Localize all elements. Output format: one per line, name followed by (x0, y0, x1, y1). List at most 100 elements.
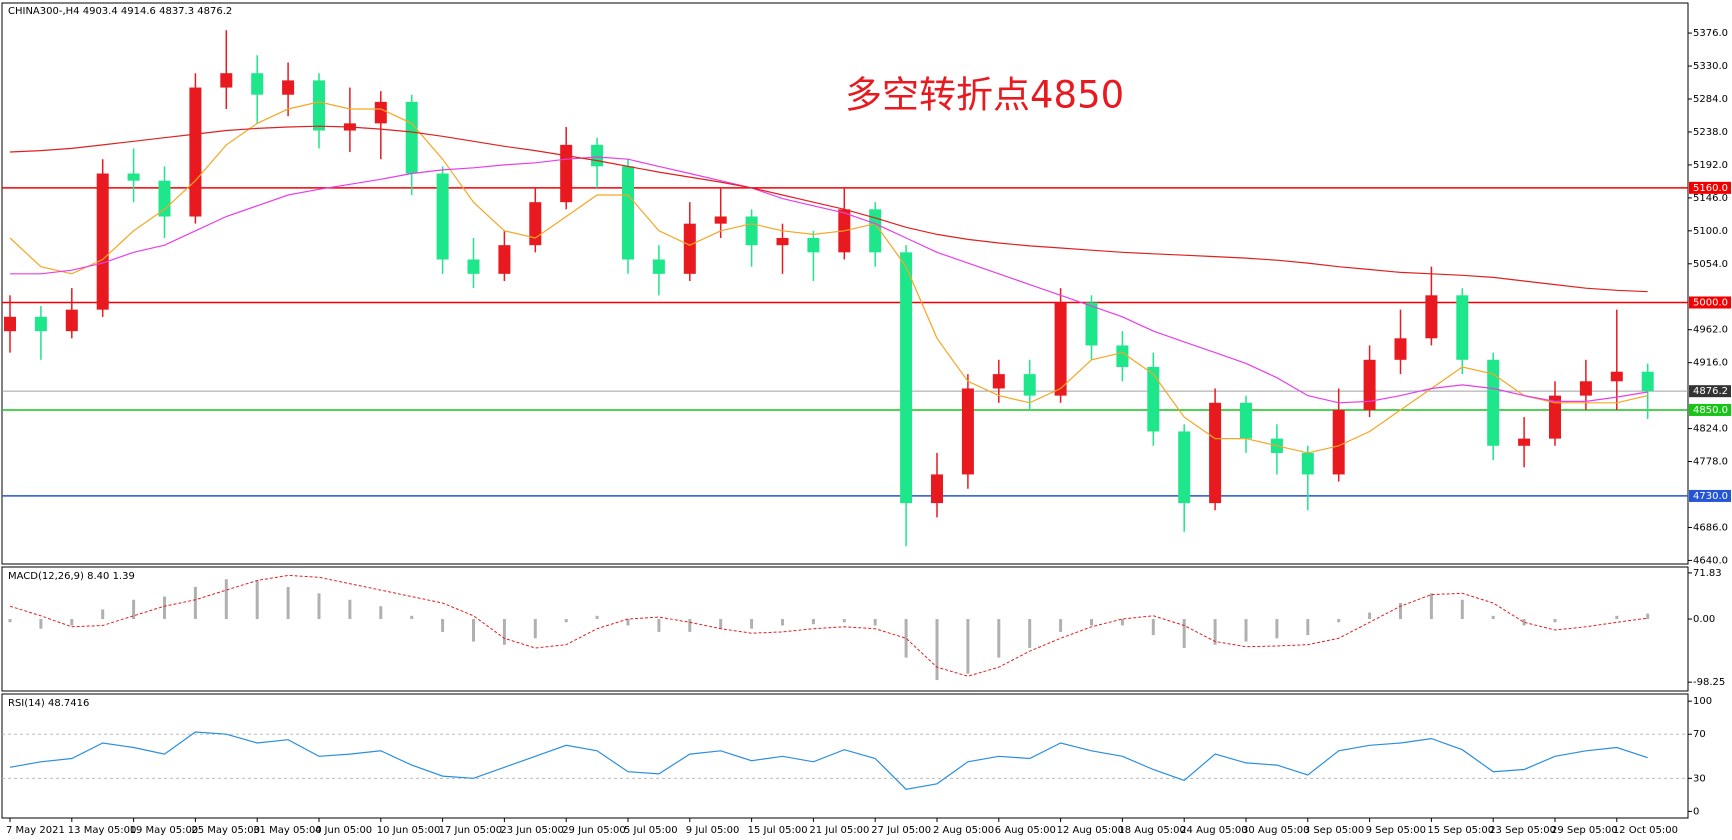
y-tick-label: 30 (1693, 773, 1706, 784)
candle-body (1147, 366, 1160, 432)
y-tick-label: 5238.0 (1693, 127, 1728, 138)
close: 4876.2 (197, 6, 232, 17)
x-tick-label: 10 Jun 05:00 (377, 825, 441, 836)
annotation: 多空转折点4850 (845, 74, 1124, 117)
y-tick-label: 5192.0 (1693, 160, 1728, 171)
x-tick-label: 9 Jul 05:00 (686, 825, 740, 836)
x-tick-label: 24 Aug 05:00 (1180, 825, 1247, 836)
x-tick-label: 4 Jun 05:00 (315, 825, 372, 836)
level-label: 5160.0 (1693, 183, 1728, 194)
main-panel (1, 2, 1689, 565)
candle-body (1209, 402, 1222, 504)
candle-body (251, 73, 264, 95)
x-tick-label: 6 Aug 05:00 (995, 825, 1056, 836)
candle-body (1116, 345, 1129, 367)
candle-body (560, 144, 573, 203)
candle-body (714, 216, 727, 224)
candle-body (498, 245, 511, 274)
x-tick-label: 15 Sep 05:00 (1427, 825, 1494, 836)
candle-body (467, 259, 480, 274)
candle-body (1332, 409, 1345, 475)
candle-body (158, 180, 171, 217)
low: 4837.3 (159, 6, 194, 17)
candle-body (1579, 381, 1592, 396)
candle-body (591, 144, 604, 167)
y-tick-label: -98.25 (1693, 677, 1725, 688)
moving-average (10, 156, 1648, 404)
y-tick-label: 0.00 (1693, 614, 1715, 625)
candle-body (931, 474, 943, 504)
candle-body (652, 259, 665, 274)
level-box (1689, 296, 1731, 309)
x-tick-label: 31 May 05:00 (253, 825, 322, 836)
moving-average (9, 125, 1648, 293)
candle-body (776, 238, 789, 246)
y-tick-label: 100 (1693, 696, 1712, 707)
candle-body (529, 202, 542, 246)
x-tick-label: 3 Sep 05:00 (1304, 825, 1364, 836)
rsi-panel (1, 693, 1689, 819)
x-tick-label: 30 Aug 05:00 (1242, 825, 1309, 836)
y-tick-label: 4778.0 (1693, 457, 1728, 468)
level-label: 5000.0 (1693, 297, 1728, 308)
high: 4914.6 (121, 6, 156, 17)
candle-body (1425, 295, 1438, 339)
y-tick-label: 0 (1693, 806, 1699, 817)
level-box (1689, 181, 1731, 194)
open: 4903.4 (83, 6, 118, 17)
candle-body (374, 101, 387, 124)
candle-body (745, 216, 758, 246)
x-tick-label: 2 Aug 05:00 (933, 825, 994, 836)
candle-body (34, 316, 47, 332)
rsi-last: 48.7416 (48, 698, 89, 709)
candle-body (1456, 295, 1469, 360)
candle-body (900, 252, 913, 504)
x-tick-label: 23 Sep 05:00 (1489, 825, 1556, 836)
y-tick-label: 5054.0 (1693, 259, 1728, 270)
x-tick-label: 13 May 05:00 (68, 825, 137, 836)
candle-body (1085, 302, 1098, 346)
x-tick-label: 19 May 05:00 (130, 825, 199, 836)
candle-body (961, 388, 974, 475)
x-tick-label: 12 Oct 05:00 (1613, 825, 1678, 836)
candle-body (282, 80, 295, 95)
x-tick-label: 23 Jun 05:00 (500, 825, 564, 836)
rsi-header: RSI(14) 48.7416 (8, 698, 89, 709)
candle-body (1178, 431, 1191, 504)
candle-body (1240, 402, 1252, 439)
candle-body (1641, 371, 1654, 392)
x-tick-label: 25 May 05:00 (191, 825, 260, 836)
y-tick-label: 5146.0 (1693, 193, 1728, 204)
y-tick-label: 5100.0 (1693, 226, 1728, 237)
y-tick-label: 71.83 (1693, 568, 1722, 579)
current-price-box (1689, 385, 1731, 398)
x-tick-label: 21 Jul 05:00 (809, 825, 869, 836)
candle-body (1610, 371, 1623, 382)
x-tick-label: 27 Jul 05:00 (871, 825, 931, 836)
rsi-label: RSI(14) (8, 698, 45, 709)
candle-body (683, 223, 696, 274)
candle-body (992, 374, 1005, 389)
candle-body (436, 173, 449, 260)
candle-body (4, 316, 16, 332)
candle-body (65, 309, 78, 332)
candle-body (1054, 302, 1067, 396)
y-tick-label: 4686.0 (1693, 522, 1728, 533)
y-tick-label: 5376.0 (1693, 28, 1728, 39)
level-label: 4850.0 (1693, 405, 1728, 416)
x-tick-label: 29 Jun 05:00 (562, 825, 626, 836)
x-tick-label: 17 Jun 05:00 (439, 825, 503, 836)
x-tick-label: 29 Sep 05:00 (1551, 825, 1618, 836)
macd-label: MACD(12,26,9) 8.40 1.39 (8, 571, 135, 582)
candle-body (1549, 395, 1561, 439)
candle-body (313, 80, 325, 131)
y-tick-label: 4916.0 (1693, 358, 1728, 369)
candle-body (622, 166, 634, 260)
x-tick-label: 18 Aug 05:00 (1118, 825, 1185, 836)
y-tick-label: 70 (1693, 729, 1706, 740)
rsi-line (9, 731, 1648, 790)
current-price-label: 4876.2 (1693, 386, 1728, 397)
y-tick-label: 4640.0 (1693, 555, 1728, 566)
